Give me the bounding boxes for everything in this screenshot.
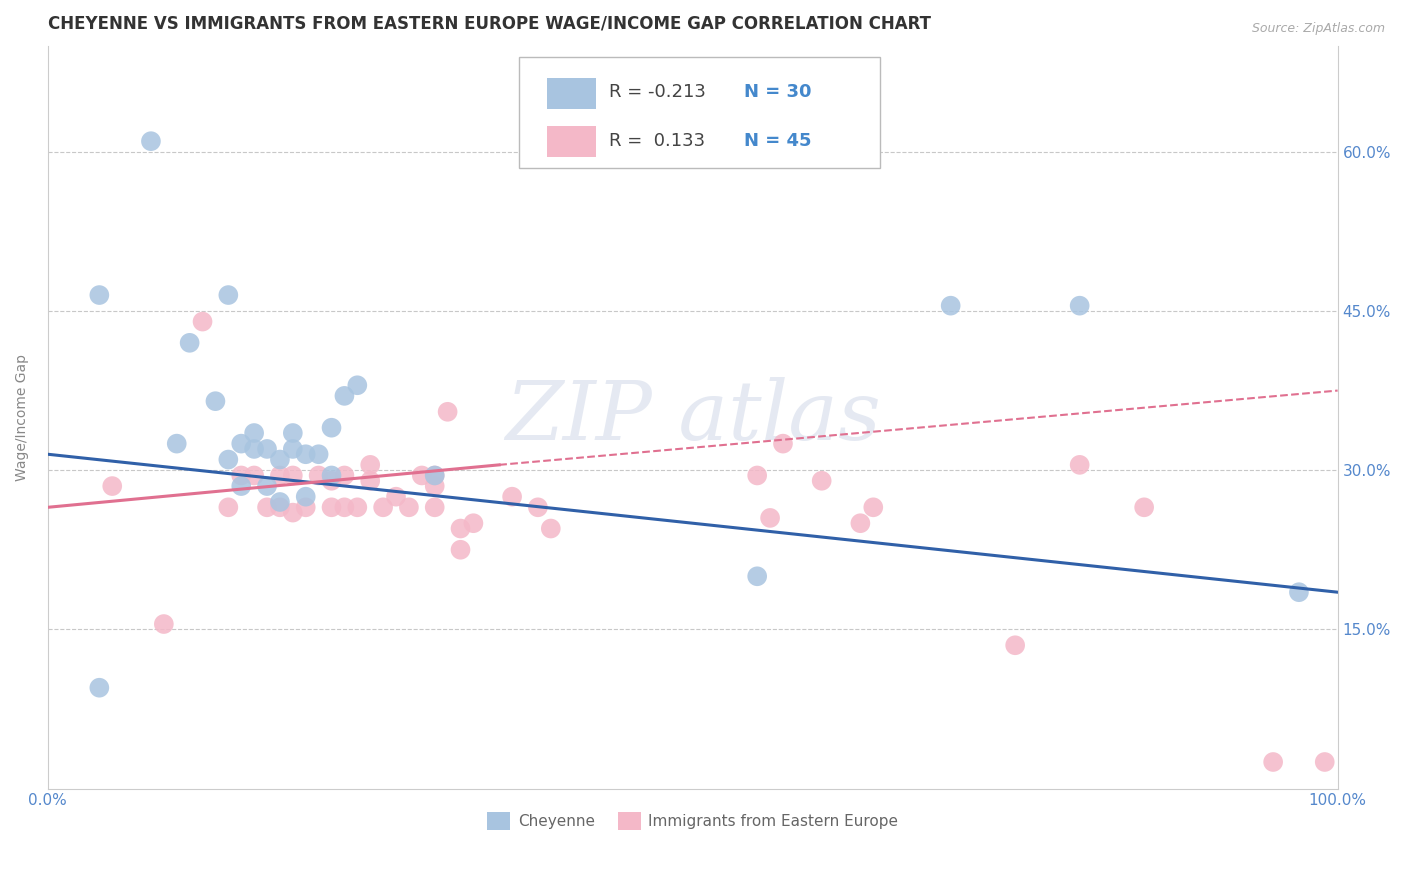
Point xyxy=(1069,299,1091,313)
Point xyxy=(810,474,832,488)
Point xyxy=(501,490,523,504)
Point xyxy=(281,468,304,483)
Point xyxy=(231,479,253,493)
Point xyxy=(139,134,162,148)
Point xyxy=(204,394,226,409)
Point xyxy=(423,500,446,515)
Point xyxy=(191,315,214,329)
Text: N = 45: N = 45 xyxy=(744,132,811,150)
Point xyxy=(540,522,562,536)
Point xyxy=(346,378,368,392)
Point xyxy=(849,516,872,531)
Point xyxy=(321,500,343,515)
Point xyxy=(294,500,316,515)
Point xyxy=(281,442,304,456)
Point xyxy=(1069,458,1091,472)
Point xyxy=(1288,585,1310,599)
Text: R = -0.213: R = -0.213 xyxy=(609,84,706,102)
Point xyxy=(89,288,111,302)
Point xyxy=(333,500,356,515)
Point xyxy=(179,335,201,350)
FancyBboxPatch shape xyxy=(519,57,880,169)
Point xyxy=(385,490,408,504)
Point xyxy=(1004,638,1026,652)
Point xyxy=(321,468,343,483)
Point xyxy=(243,468,266,483)
Text: N = 30: N = 30 xyxy=(744,84,811,102)
Point xyxy=(294,447,316,461)
Point xyxy=(411,468,433,483)
Point xyxy=(308,468,330,483)
Point xyxy=(398,500,420,515)
Point xyxy=(1313,755,1336,769)
Point xyxy=(436,405,458,419)
Point xyxy=(759,511,782,525)
Y-axis label: Wage/Income Gap: Wage/Income Gap xyxy=(15,353,30,481)
Point xyxy=(1133,500,1156,515)
Point xyxy=(359,474,381,488)
Point xyxy=(231,468,253,483)
Point xyxy=(359,458,381,472)
Point xyxy=(269,468,291,483)
Point xyxy=(450,522,472,536)
Legend: Cheyenne, Immigrants from Eastern Europe: Cheyenne, Immigrants from Eastern Europe xyxy=(481,805,904,837)
Text: Source: ZipAtlas.com: Source: ZipAtlas.com xyxy=(1251,22,1385,36)
Point xyxy=(269,495,291,509)
Point xyxy=(333,468,356,483)
Point xyxy=(269,500,291,515)
Point xyxy=(256,500,278,515)
Point xyxy=(346,500,368,515)
Point xyxy=(217,452,239,467)
FancyBboxPatch shape xyxy=(547,126,596,157)
Point xyxy=(450,542,472,557)
Point xyxy=(527,500,550,515)
FancyBboxPatch shape xyxy=(547,78,596,109)
Point xyxy=(772,436,794,450)
Point xyxy=(308,447,330,461)
Point xyxy=(269,452,291,467)
Point xyxy=(321,474,343,488)
Point xyxy=(747,468,769,483)
Point xyxy=(243,442,266,456)
Point xyxy=(294,490,316,504)
Point xyxy=(217,288,239,302)
Text: R =  0.133: R = 0.133 xyxy=(609,132,704,150)
Point xyxy=(281,506,304,520)
Text: ZIP atlas: ZIP atlas xyxy=(505,377,880,457)
Point xyxy=(463,516,485,531)
Point xyxy=(101,479,124,493)
Point xyxy=(423,468,446,483)
Point xyxy=(281,425,304,440)
Point xyxy=(939,299,962,313)
Point xyxy=(256,442,278,456)
Point xyxy=(256,479,278,493)
Point xyxy=(321,420,343,434)
Point xyxy=(89,681,111,695)
Point xyxy=(153,617,176,632)
Point xyxy=(862,500,884,515)
Point xyxy=(333,389,356,403)
Point xyxy=(1263,755,1285,769)
Point xyxy=(423,468,446,483)
Point xyxy=(371,500,394,515)
Point xyxy=(166,436,188,450)
Text: CHEYENNE VS IMMIGRANTS FROM EASTERN EUROPE WAGE/INCOME GAP CORRELATION CHART: CHEYENNE VS IMMIGRANTS FROM EASTERN EURO… xyxy=(48,15,931,33)
Point xyxy=(747,569,769,583)
Point xyxy=(231,436,253,450)
Point xyxy=(243,425,266,440)
Point xyxy=(217,500,239,515)
Point xyxy=(423,479,446,493)
